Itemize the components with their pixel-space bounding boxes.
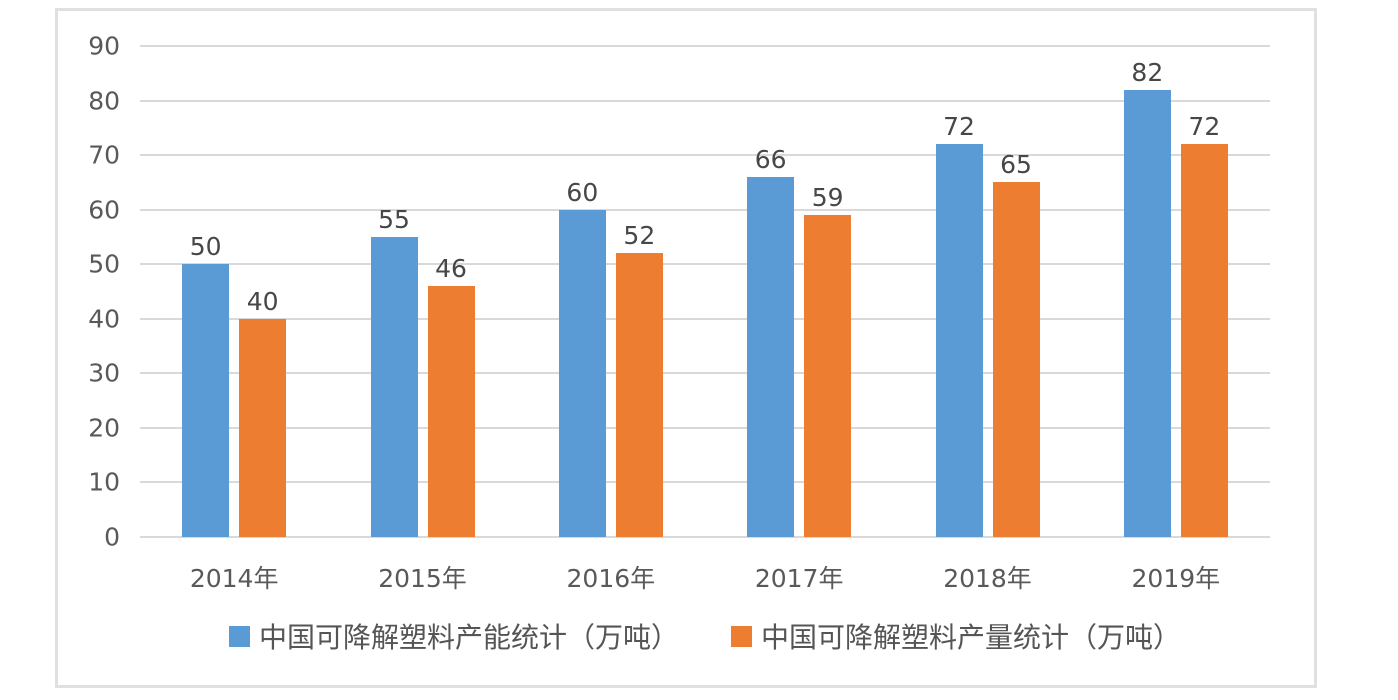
y-tick-label: 20: [88, 413, 120, 443]
bar: [427, 286, 475, 537]
gridline: [140, 426, 1270, 429]
bar: [804, 215, 852, 537]
gridline: [140, 45, 1270, 47]
x-tick-label: 2014年: [189, 564, 279, 593]
y-tick-label: 40: [88, 304, 120, 334]
bar-value-label: 50: [189, 232, 222, 262]
gridline: [140, 263, 1270, 266]
bar-value-label: 65: [1000, 150, 1032, 180]
bar: [182, 264, 230, 537]
bar: [1180, 144, 1228, 537]
legend-item: 中国可降解塑料产量统计（万吨）: [731, 616, 1181, 656]
y-tick-label: 0: [104, 522, 120, 552]
bar-value-label: 72: [943, 112, 975, 142]
bar-value-label: 52: [623, 221, 656, 251]
y-tick-label: 70: [88, 140, 120, 170]
gridline: [140, 317, 1270, 320]
chart-frame: 50 40 55 46 60 52 66 59 72 65 82 72 0 10 20 30 40 50 60 70…: [55, 8, 1317, 688]
y-tick-label: 60: [88, 195, 120, 225]
bar-value-label: 66: [754, 144, 787, 174]
bar: [615, 253, 663, 537]
gridline: [140, 99, 1270, 102]
x-tick-label: 2018年: [943, 564, 1032, 593]
x-tick-label: 2015年: [378, 564, 467, 593]
bar: [370, 236, 418, 537]
bar-value-label: 40: [246, 286, 279, 316]
legend-label: 中国可降解塑料产量统计（万吨）: [761, 621, 1182, 654]
gridline: [140, 208, 1270, 211]
y-tick-label: 10: [88, 467, 120, 497]
bar-value-label: 59: [811, 183, 844, 213]
bar-value-label: 55: [378, 204, 410, 234]
legend-label: 中国可降解塑料产能统计（万吨）: [258, 621, 679, 654]
y-tick-label: 80: [88, 86, 120, 116]
bar-value-label: 46: [435, 254, 467, 284]
bar: [558, 209, 606, 537]
bar: [239, 318, 287, 537]
gridline: [140, 154, 1270, 157]
bar: [935, 144, 983, 537]
gridline: [140, 536, 1270, 538]
bar-value-label: 72: [1188, 112, 1221, 142]
bar: [1123, 89, 1171, 537]
y-tick-label: 90: [88, 31, 120, 61]
x-tick-label: 2016年: [566, 564, 656, 593]
legend: 中国可降解塑料产能统计（万吨） 中国可降解塑料产量统计（万吨）: [140, 616, 1270, 656]
x-tick-label: 2017年: [754, 564, 844, 593]
gridline: [140, 481, 1270, 484]
gridline: [140, 372, 1270, 375]
bar: [747, 176, 795, 537]
y-tick-label: 50: [88, 249, 120, 279]
legend-swatch-icon: [228, 625, 250, 647]
legend-item: 中国可降解塑料产能统计（万吨）: [228, 616, 679, 656]
plot-area: 50 40 55 46 60 52 66 59 72 65 82 72: [140, 45, 1270, 538]
bar-value-label: 82: [1131, 57, 1164, 87]
y-tick-label: 30: [88, 358, 120, 388]
legend-swatch-icon: [731, 625, 752, 647]
bar-value-label: 60: [566, 177, 599, 207]
x-tick-label: 2019年: [1131, 564, 1221, 593]
bar: [992, 182, 1040, 537]
